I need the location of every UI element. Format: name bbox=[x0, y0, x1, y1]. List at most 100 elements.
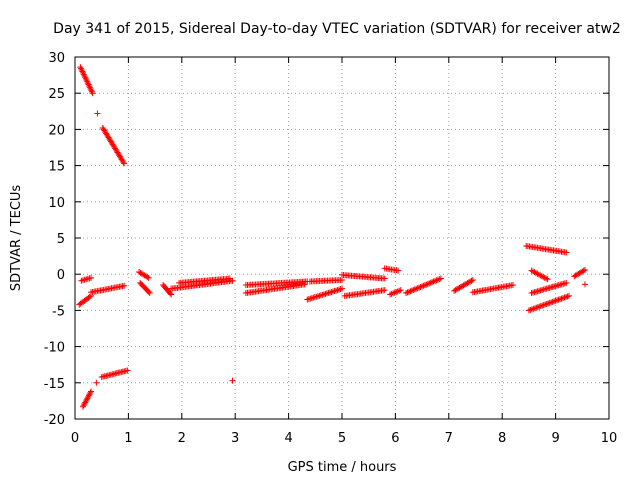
x-tick-label: 6 bbox=[391, 431, 399, 446]
data-point bbox=[144, 273, 151, 280]
y-tick-label: 5 bbox=[57, 232, 65, 247]
data-point bbox=[339, 276, 345, 283]
data-point bbox=[84, 78, 91, 85]
data-point bbox=[542, 301, 549, 308]
data-point bbox=[557, 296, 564, 303]
data-point bbox=[86, 84, 93, 91]
data-point bbox=[552, 297, 559, 304]
data-point bbox=[543, 275, 550, 282]
data-point bbox=[339, 285, 345, 292]
data-point bbox=[509, 282, 516, 289]
data-point bbox=[564, 293, 571, 300]
y-tick-label: -5 bbox=[52, 304, 65, 319]
data-point bbox=[545, 300, 552, 307]
data-point bbox=[80, 403, 87, 410]
data-point bbox=[430, 278, 437, 285]
data-point bbox=[93, 379, 100, 386]
data-point bbox=[432, 277, 439, 284]
y-tick-label: 30 bbox=[48, 51, 65, 66]
data-point bbox=[84, 80, 91, 87]
data-point bbox=[88, 88, 95, 95]
y-tick-label: 20 bbox=[48, 123, 65, 138]
data-point bbox=[537, 303, 544, 310]
data-point bbox=[85, 394, 92, 401]
data-point bbox=[420, 282, 427, 289]
data-point bbox=[436, 276, 443, 283]
data-point bbox=[226, 275, 233, 282]
data-point bbox=[563, 249, 570, 256]
data-point bbox=[381, 287, 388, 294]
data-point bbox=[381, 275, 388, 282]
x-tick-label: 9 bbox=[551, 431, 559, 446]
data-point bbox=[301, 281, 308, 288]
x-tick-label: 2 bbox=[178, 431, 186, 446]
data-point bbox=[146, 290, 153, 297]
data-point bbox=[85, 392, 92, 399]
data-point bbox=[539, 302, 546, 309]
data-point bbox=[168, 291, 175, 298]
data-point bbox=[525, 307, 532, 314]
plot-frame bbox=[74, 56, 610, 420]
data-point bbox=[77, 64, 84, 71]
data-point bbox=[86, 391, 93, 398]
chart-title: Day 341 of 2015, Sidereal Day-to-day VTE… bbox=[53, 21, 621, 37]
data-point bbox=[86, 293, 93, 300]
data-point bbox=[421, 282, 428, 289]
data-point bbox=[410, 287, 417, 294]
data-point bbox=[427, 279, 434, 286]
y-axis-label: SDTVAR / TECUs bbox=[9, 185, 24, 292]
data-point bbox=[78, 67, 85, 74]
data-point bbox=[94, 110, 101, 117]
data-point bbox=[411, 286, 418, 293]
x-axis-label: GPS time / hours bbox=[288, 460, 397, 475]
data-point bbox=[80, 69, 87, 76]
data-point bbox=[395, 267, 402, 274]
data-points bbox=[76, 64, 588, 410]
y-tick-label: 25 bbox=[48, 87, 65, 102]
data-point bbox=[562, 293, 569, 300]
x-tick-label: 3 bbox=[231, 431, 239, 446]
y-tick-label: -20 bbox=[44, 413, 65, 428]
y-tick-label: 10 bbox=[48, 196, 65, 211]
data-point bbox=[527, 306, 534, 313]
x-tick-label: 1 bbox=[124, 431, 132, 446]
data-point bbox=[546, 299, 553, 306]
data-point bbox=[82, 74, 89, 81]
x-tick-label: 10 bbox=[601, 431, 618, 446]
data-point bbox=[580, 267, 587, 274]
data-point bbox=[434, 276, 441, 283]
data-point bbox=[79, 68, 86, 75]
data-point bbox=[82, 399, 89, 406]
data-point bbox=[145, 274, 152, 281]
data-point bbox=[531, 305, 538, 312]
data-point bbox=[80, 402, 87, 409]
data-point bbox=[81, 72, 88, 79]
x-tick-label: 0 bbox=[71, 431, 79, 446]
data-point bbox=[82, 75, 89, 82]
data-point bbox=[417, 283, 424, 290]
data-point bbox=[563, 279, 570, 286]
data-point bbox=[418, 283, 425, 290]
data-point bbox=[543, 300, 550, 307]
data-point bbox=[414, 285, 421, 292]
data-point bbox=[407, 288, 414, 295]
data-point bbox=[408, 287, 415, 294]
data-point bbox=[558, 295, 565, 302]
data-point bbox=[528, 306, 535, 313]
data-point bbox=[85, 81, 92, 88]
data-point bbox=[536, 303, 543, 310]
data-point bbox=[469, 276, 476, 283]
data-point bbox=[424, 280, 431, 287]
data-point bbox=[555, 296, 562, 303]
data-point bbox=[581, 281, 588, 288]
data-point bbox=[89, 90, 96, 97]
y-tick-label: -15 bbox=[44, 377, 65, 392]
data-point bbox=[533, 304, 540, 311]
y-tick-label: -10 bbox=[44, 341, 65, 356]
data-point bbox=[88, 388, 95, 395]
data-point bbox=[87, 389, 94, 396]
x-tick-label: 8 bbox=[498, 431, 506, 446]
data-point bbox=[86, 82, 93, 89]
data-point bbox=[530, 305, 537, 312]
